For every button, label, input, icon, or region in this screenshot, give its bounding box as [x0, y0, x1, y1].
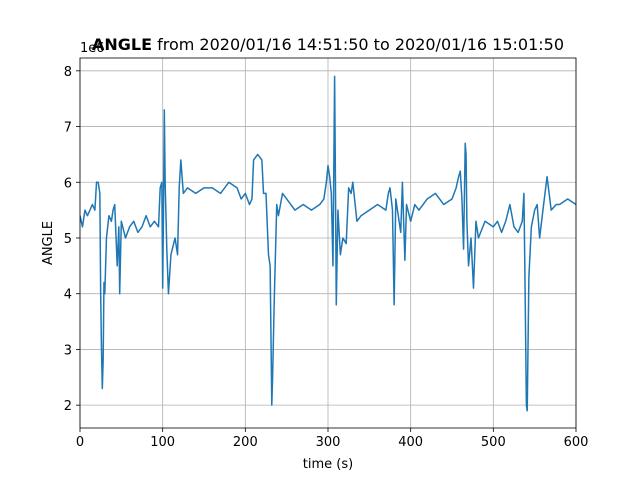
x-tick-label: 100	[150, 435, 175, 450]
y-axis-label: ANGLE	[41, 221, 56, 265]
x-tick-label: 200	[233, 435, 258, 450]
x-axis-label: time (s)	[303, 457, 353, 472]
x-tick-label: 300	[316, 435, 341, 450]
x-tick-label: 400	[398, 435, 423, 450]
y-tick-label: 2	[64, 399, 72, 414]
x-tick-label: 0	[76, 435, 84, 450]
chart-title: ANGLE from 2020/01/16 14:51:50 to 2020/0…	[92, 35, 564, 54]
data-line	[80, 75, 576, 412]
y-tick-label: 5	[64, 232, 72, 247]
y-offset-label: 1e6	[80, 41, 105, 56]
x-tick-label: 500	[481, 435, 506, 450]
y-tick-label: 8	[64, 65, 72, 80]
y-tick-label: 4	[64, 288, 72, 303]
plot-frame	[79, 57, 577, 429]
y-tick-label: 3	[64, 343, 72, 358]
y-tick-label: 7	[64, 121, 72, 136]
y-tick-label: 6	[64, 176, 72, 191]
title-bold: ANGLE	[92, 35, 152, 54]
x-tick-label: 600	[564, 435, 589, 450]
title-rest: from 2020/01/16 14:51:50 to 2020/01/16 1…	[157, 35, 564, 54]
